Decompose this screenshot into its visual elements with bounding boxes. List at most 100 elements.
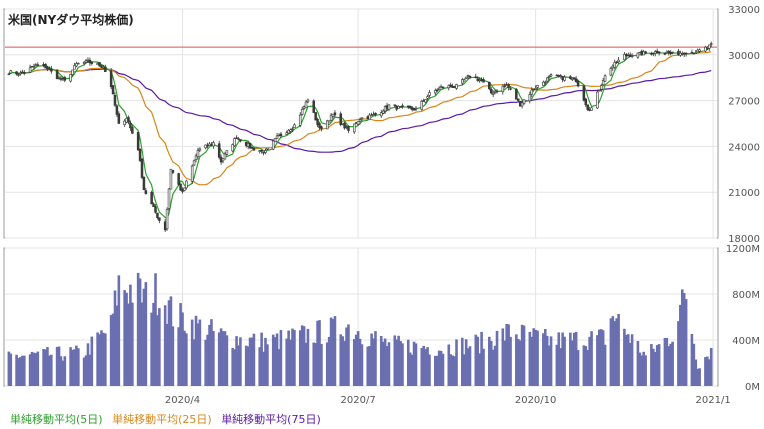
volume-bar (152, 302, 155, 386)
volume-bar (21, 355, 24, 386)
candle-body (528, 94, 532, 102)
candle-body (84, 60, 88, 63)
candle-body (439, 86, 443, 88)
date-tick-label: 2020/7 (341, 395, 376, 406)
volume-bar (665, 337, 669, 386)
candle-body (75, 63, 78, 67)
volume-bar (424, 349, 427, 386)
volume-bar (156, 315, 159, 386)
volume-bar (266, 344, 269, 386)
volume-bar (368, 346, 371, 386)
candle-body (613, 61, 616, 68)
candle-body (574, 78, 578, 82)
volume-bar (136, 272, 140, 386)
volume-bar (468, 346, 472, 386)
candle-body (569, 76, 572, 79)
candle-body (57, 77, 61, 79)
candle-body (464, 76, 468, 79)
volume-bar (169, 296, 173, 386)
volume-bar (345, 327, 348, 386)
volume-bar (530, 336, 534, 386)
candle-body (252, 147, 256, 151)
volume-bar (684, 299, 688, 386)
volume-bar (61, 360, 65, 386)
volume-bar (401, 343, 404, 386)
candle-body (32, 66, 36, 68)
candle-body (260, 149, 263, 152)
candle-body (536, 85, 539, 88)
volume-bar (231, 347, 234, 386)
candle-body (125, 117, 128, 123)
candle-body (318, 123, 321, 128)
candle-body (441, 86, 445, 89)
candle-body (46, 67, 49, 70)
candle-body (393, 104, 397, 106)
volume-bar (88, 354, 92, 386)
candle-body (90, 62, 94, 64)
candle-body (623, 54, 626, 61)
volume-bar (125, 292, 128, 386)
volume-bar (449, 354, 453, 386)
candle-body (682, 52, 686, 55)
volume-bar (428, 354, 431, 386)
candle-body (343, 122, 346, 129)
volume-bar (300, 325, 304, 386)
candle-body (557, 75, 561, 77)
candle-body (144, 190, 148, 194)
candle-body (320, 126, 323, 129)
volume-bar (410, 354, 414, 386)
candle-body (397, 105, 400, 109)
volume-bar (129, 284, 132, 386)
candle-body (414, 108, 418, 110)
candle-body (696, 49, 699, 53)
price-tick-label: 21000 (728, 188, 760, 199)
candle-body (17, 74, 20, 76)
volume-bar (55, 346, 59, 386)
volume-tick-label: 0M (745, 382, 760, 393)
candle-body (555, 74, 559, 77)
candle-body (163, 221, 167, 231)
volume-bar (466, 348, 470, 386)
volume-bar (192, 339, 196, 386)
candle-body (571, 78, 574, 80)
candle-body (480, 79, 483, 81)
volume-bar (669, 343, 672, 386)
candle-body (111, 85, 115, 95)
candle-body (50, 68, 53, 72)
candle-body (517, 98, 520, 101)
volume-bar (177, 327, 180, 386)
volume-bar (704, 357, 707, 386)
candle-body (113, 94, 117, 106)
candle-body (73, 65, 76, 70)
candle-body (422, 100, 425, 102)
volume-bar (28, 354, 32, 386)
candle-body (374, 112, 377, 115)
volume-tick-label: 400M (732, 336, 760, 347)
volume-bar (358, 338, 362, 386)
volume-bar (543, 328, 547, 386)
candle-body (329, 114, 333, 121)
candle-body (77, 62, 80, 65)
candle-body (532, 88, 535, 91)
candle-body (401, 105, 404, 108)
volume-bar (198, 319, 202, 386)
volume-bar (615, 318, 618, 386)
volume-bar (291, 328, 294, 386)
candle-body (341, 122, 344, 125)
candle-body (410, 108, 414, 110)
candle-body (468, 75, 472, 78)
candle-body (204, 144, 207, 149)
candle-body (345, 126, 348, 129)
candle-body (599, 85, 603, 90)
candle-body (347, 126, 350, 131)
candle-body (7, 73, 11, 76)
volume-bar (652, 348, 655, 386)
candle-body (156, 212, 159, 218)
volume-bar (690, 333, 694, 386)
candle-body (451, 85, 454, 88)
candle-body (21, 71, 24, 74)
volume-bar (223, 331, 227, 386)
candle-body (474, 76, 478, 78)
candle-body (694, 52, 698, 54)
volume-bar (86, 343, 90, 386)
